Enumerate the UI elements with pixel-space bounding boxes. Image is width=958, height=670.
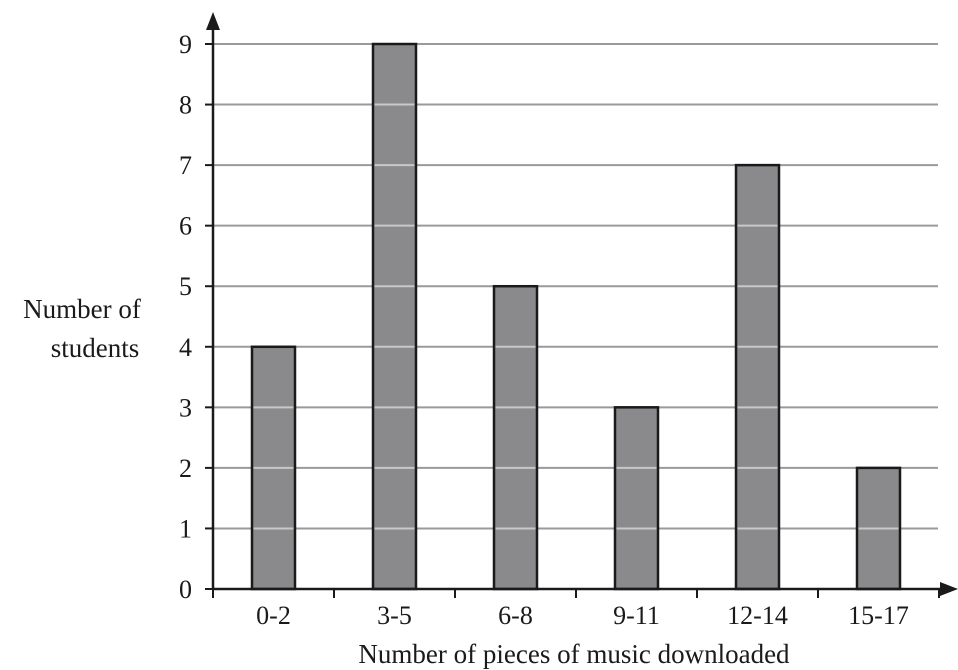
- grid-lines: [213, 43, 938, 530]
- bar-9-11: [613, 406, 660, 591]
- y-tick-label-0: 0: [179, 575, 192, 604]
- y-tick-label-3: 3: [179, 393, 192, 422]
- x-tick-label-9-11: 9-11: [613, 601, 660, 630]
- y-axis-title-line-2: students: [51, 333, 140, 363]
- y-tick-label-2: 2: [179, 454, 192, 483]
- bar-12-14: [734, 163, 781, 591]
- x-axis-arrow: [940, 582, 958, 596]
- y-tick-label-1: 1: [179, 514, 192, 543]
- bar-grid-overlay: [253, 103, 899, 530]
- bars: [250, 42, 902, 591]
- bar-6-8: [492, 284, 539, 591]
- bar-3-5: [371, 42, 418, 591]
- y-tick-label-5: 5: [179, 272, 192, 301]
- y-tick-label-9: 9: [179, 30, 192, 59]
- y-tick-label-6: 6: [179, 212, 192, 241]
- x-axis-title: Number of pieces of music downloaded: [358, 639, 790, 669]
- axes: [205, 12, 958, 598]
- x-tick-label-6-8: 6-8: [498, 601, 533, 630]
- x-tick-label-3-5: 3-5: [377, 601, 412, 630]
- y-axis-title-line-1: Number of: [23, 294, 141, 324]
- x-tick-label-15-17: 15-17: [848, 601, 909, 630]
- x-tick-label-0-2: 0-2: [256, 601, 291, 630]
- x-tick-labels: 0-2 3-5 6-8 9-11 12-14 15-17: [256, 601, 909, 630]
- y-axis-arrow: [206, 12, 220, 30]
- y-tick-label-4: 4: [179, 333, 192, 362]
- x-tick-label-12-14: 12-14: [727, 601, 788, 630]
- y-tick-label-8: 8: [179, 91, 192, 120]
- y-tick-labels: 0 1 2 3 4 5 6 7 8 9: [179, 30, 192, 604]
- y-tick-label-7: 7: [179, 151, 192, 180]
